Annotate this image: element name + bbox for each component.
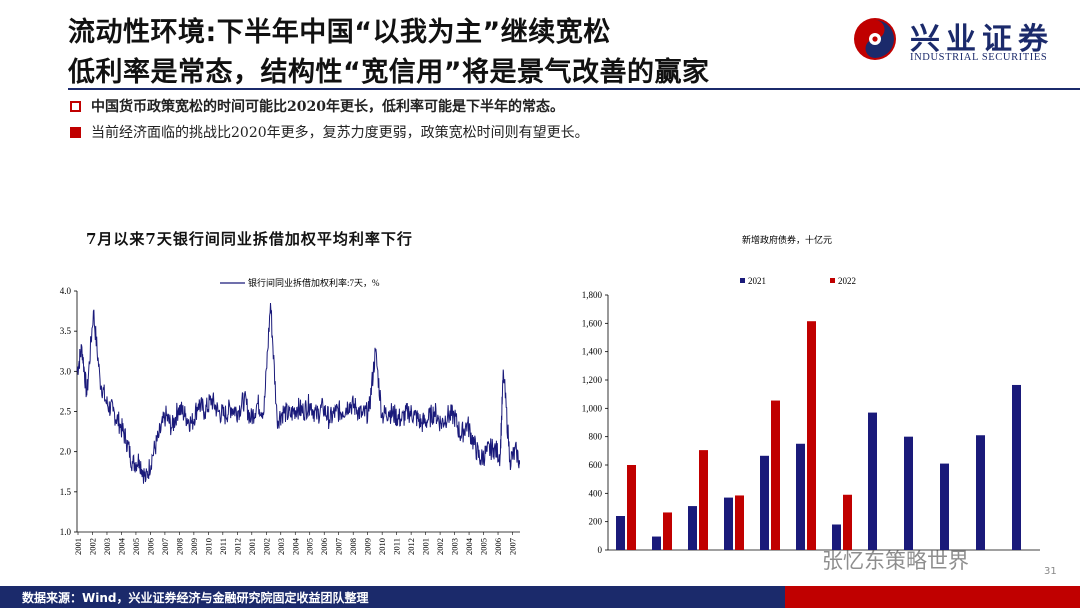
bar-2021 — [724, 497, 733, 550]
bar-2021 — [652, 536, 661, 550]
data-source-note: 数据来源：Wind，兴业证券经济与金融研究院固定收益团队整理 — [22, 591, 369, 605]
bar-2021 — [976, 435, 985, 550]
hollow-square-bullet-icon — [70, 101, 81, 112]
logo-text-cn: 兴业证券 — [910, 22, 1054, 57]
y-tick-label: 1,200 — [582, 375, 603, 385]
watermark-text: 张忆东策略世界 — [822, 549, 969, 573]
y-tick-label: 3.5 — [60, 326, 72, 336]
x-tick-label: 2010 — [377, 538, 387, 555]
logo-text-en: INDUSTRIAL SECURITIES — [910, 52, 1048, 63]
x-tick-label: 2005 — [479, 538, 489, 555]
bar-2022 — [807, 321, 816, 550]
y-tick-label: 2.5 — [60, 407, 72, 417]
x-tick-label: 2001 — [247, 538, 257, 555]
rate-series-line — [76, 302, 520, 484]
y-tick-label: 600 — [589, 460, 603, 470]
x-tick-label: 2005 — [131, 538, 141, 555]
bullet-1: 中国货币政策宽松的时间可能比2020年更长，低利率可能是下半年的常态。 — [70, 96, 564, 116]
legend-swatch — [740, 278, 745, 283]
right-chart-subtitle: 新增政府债券，十亿元 — [742, 234, 832, 245]
y-tick-label: 1.0 — [60, 527, 72, 537]
bar-2021 — [1012, 384, 1021, 550]
x-tick-label: 2007 — [160, 538, 170, 555]
x-tick-label: 2011 — [218, 538, 228, 555]
x-tick-label: 2002 — [87, 538, 97, 555]
bullet-1-text: 中国货币政策宽松的时间可能比2020年更长，低利率可能是下半年的常态。 — [91, 99, 564, 115]
page-number: 31 — [1044, 566, 1057, 577]
x-tick-label: 2002 — [435, 538, 445, 555]
header-rule — [68, 88, 1080, 90]
x-tick-label: 2004 — [116, 537, 126, 555]
y-tick-label: 1,600 — [582, 318, 603, 328]
bullet-2: 当前经济面临的挑战比2020年更多，复苏力度更弱，政策宽松时间则有望更长。 — [70, 122, 589, 142]
bar-2022 — [663, 512, 672, 550]
x-tick-label: 2001 — [73, 538, 83, 555]
x-tick-label: 2004 — [464, 537, 474, 555]
x-tick-label: 2003 — [102, 538, 112, 555]
legend-label: 2021 — [748, 276, 766, 286]
bar-2022 — [843, 494, 852, 550]
bar-2022 — [699, 450, 708, 550]
x-tick-label: 2006 — [493, 538, 503, 555]
filled-square-bullet-icon — [70, 127, 81, 138]
x-tick-label: 2008 — [348, 538, 358, 555]
x-tick-label: 2012 — [232, 538, 242, 555]
y-tick-label: 2.0 — [60, 447, 72, 457]
y-tick-label: 4.0 — [60, 286, 72, 296]
bar-2022 — [771, 400, 780, 550]
legend-label: 2022 — [838, 276, 856, 286]
y-tick-label: 200 — [589, 517, 603, 527]
bar-2021 — [760, 455, 769, 550]
bar-2021 — [616, 516, 625, 550]
company-logo: 兴业证券 INDUSTRIAL SECURITIES — [852, 14, 1072, 70]
x-tick-label: 2007 — [508, 538, 518, 555]
x-tick-label: 2003 — [276, 538, 286, 555]
footer-accent-bar — [785, 586, 1080, 608]
x-tick-label: 2008 — [174, 538, 184, 555]
y-tick-label: 1.5 — [60, 487, 72, 497]
y-tick-label: 1,400 — [582, 347, 603, 357]
bar-2021 — [940, 463, 949, 550]
y-tick-label: 3.0 — [60, 366, 72, 376]
x-tick-label: 2003 — [450, 538, 460, 555]
x-tick-label: 2006 — [145, 538, 155, 555]
bar-2021 — [796, 443, 805, 550]
page-title-line2: 低利率是常态，结构性“宽信用”将是景气改善的赢家 — [68, 57, 710, 88]
legend-label: 银行间同业拆借加权利率:7天，% — [248, 277, 380, 288]
x-tick-label: 2011 — [392, 538, 402, 555]
bullet-2-text: 当前经济面临的挑战比2020年更多，复苏力度更弱，政策宽松时间则有望更长。 — [91, 125, 589, 141]
x-tick-label: 2002 — [261, 538, 271, 555]
bar-2022 — [735, 495, 744, 550]
x-tick-label: 2012 — [406, 538, 416, 555]
y-tick-label: 1,000 — [582, 403, 603, 413]
x-tick-label: 2001 — [421, 538, 431, 555]
y-tick-label: 1,800 — [582, 290, 603, 300]
x-tick-label: 2006 — [319, 538, 329, 555]
page-title-line1: 流动性环境:下半年中国“以我为主”继续宽松 — [68, 17, 611, 48]
bar-2021 — [832, 524, 841, 550]
x-tick-label: 2009 — [189, 538, 199, 555]
x-tick-label: 2007 — [334, 538, 344, 555]
interbank-rate-line-chart: 1.0 1.5 2.0 2.5 3.0 3.5 4.0 2001 2002 2003 2004 200… — [60, 277, 520, 555]
bar-2022 — [627, 465, 636, 550]
government-bond-bar-chart: 新增政府债券，十亿元 0 200 400 600 800 1,000 1,200 1,400 1,… — [582, 234, 1040, 555]
bar-2021 — [904, 436, 913, 550]
y-tick-label: 800 — [589, 432, 603, 442]
y-tick-label: 400 — [589, 488, 603, 498]
x-tick-label: 2010 — [203, 538, 213, 555]
x-tick-label: 2009 — [363, 538, 373, 555]
y-tick-label: 0 — [598, 545, 603, 555]
x-tick-label: 2005 — [305, 538, 315, 555]
bar-2021 — [868, 412, 877, 550]
x-tick-label: 2004 — [290, 537, 300, 555]
legend-swatch — [830, 278, 835, 283]
left-chart-title: 7月以来7天银行间同业拆借加权平均利率下行 — [86, 230, 413, 248]
bar-2021 — [688, 506, 697, 550]
logo-mark-icon — [854, 18, 896, 60]
